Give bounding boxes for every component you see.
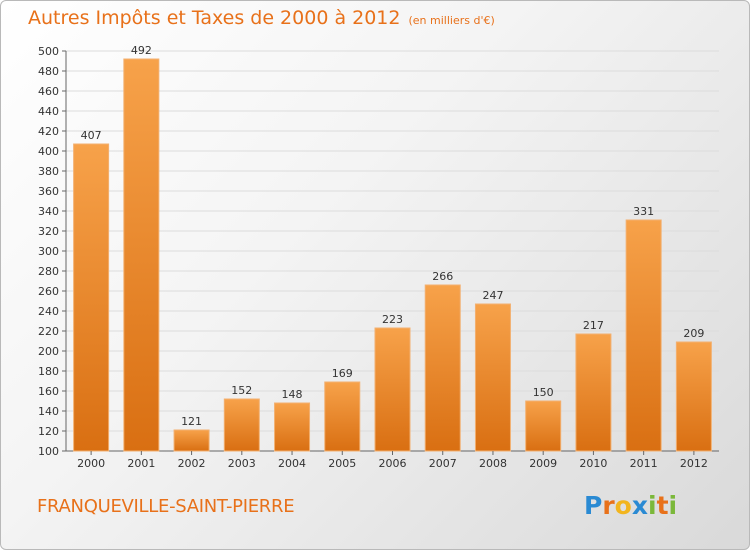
y-tick-label: 420 [38, 125, 59, 138]
proxiti-logo: Proxiti [584, 491, 677, 520]
data-label-2012: 209 [683, 327, 704, 340]
x-tick-label-2007: 2007 [429, 457, 457, 470]
x-tick-label-2004: 2004 [278, 457, 306, 470]
logo-letter: P [584, 491, 603, 520]
y-tick-label: 260 [38, 285, 59, 298]
x-tick-label-2011: 2011 [630, 457, 658, 470]
logo-letter: i [648, 491, 657, 520]
y-tick-label: 440 [38, 105, 59, 118]
logo-letter: r [602, 491, 615, 520]
chart-title-text: Autres Impôts et Taxes de 2000 à 2012 [28, 7, 401, 29]
data-label-2007: 266 [432, 270, 453, 283]
data-label-2001: 492 [131, 44, 152, 57]
bar-2010 [575, 333, 612, 452]
y-tick-label: 460 [38, 85, 59, 98]
y-tick-label: 400 [38, 145, 59, 158]
y-tick-label: 240 [38, 305, 59, 318]
data-label-2004: 148 [282, 388, 303, 401]
bars: 407 492 121 152 148 169 223 266 247 150 217 331 209 [73, 44, 712, 452]
y-tick-label: 320 [38, 225, 59, 238]
y-tick-label: 100 [38, 445, 59, 458]
data-label-2011: 331 [633, 205, 654, 218]
bar-2008 [474, 303, 511, 452]
bar-2003 [223, 398, 260, 452]
y-tick-label: 180 [38, 365, 59, 378]
chart-title: Autres Impôts et Taxes de 2000 à 2012 (en… [28, 7, 495, 29]
y-tick-label: 300 [38, 245, 59, 258]
y-tick-label: 380 [38, 165, 59, 178]
y-tick-label: 360 [38, 185, 59, 198]
x-tick-label-2002: 2002 [178, 457, 206, 470]
bar-2012 [675, 341, 712, 452]
x-tick-label-2000: 2000 [77, 457, 105, 470]
y-tick-label: 500 [38, 45, 59, 58]
bar-2000 [73, 143, 110, 452]
data-label-2008: 247 [482, 289, 503, 302]
data-label-2009: 150 [533, 386, 554, 399]
logo-letter: x [631, 491, 648, 520]
data-label-2010: 217 [583, 319, 604, 332]
data-label-2006: 223 [382, 313, 403, 326]
data-label-2005: 169 [332, 367, 353, 380]
y-tick-label: 120 [38, 425, 59, 438]
x-tick-label-2006: 2006 [379, 457, 407, 470]
y-tick-label: 340 [38, 205, 59, 218]
x-tick-label-2009: 2009 [529, 457, 557, 470]
x-tick-label-2012: 2012 [680, 457, 708, 470]
x-tick-label-2008: 2008 [479, 457, 507, 470]
y-tick-label: 280 [38, 265, 59, 278]
y-tick-label: 160 [38, 385, 59, 398]
chart-subtitle: (en milliers d'€) [408, 14, 495, 27]
x-axis: 2000 2001 2002 2003 2004 2005 2006 2007 2008 2009… [77, 451, 708, 470]
y-tick-label: 140 [38, 405, 59, 418]
place-name: FRANQUEVILLE-SAINT-PIERRE [37, 496, 295, 517]
y-tick-label: 220 [38, 325, 59, 338]
logo-letter: t [656, 491, 669, 520]
data-label-2000: 407 [81, 129, 102, 142]
x-tick-label-2010: 2010 [579, 457, 607, 470]
bar-2006 [374, 327, 411, 452]
bar-2002 [173, 429, 210, 452]
y-tick-label: 200 [38, 345, 59, 358]
bar-2009 [525, 400, 562, 452]
bar-2005 [324, 381, 361, 452]
bar-2001 [123, 58, 160, 452]
logo-letter: i [668, 491, 678, 520]
bar-2007 [424, 284, 461, 452]
data-label-2002: 121 [181, 415, 202, 428]
bar-2011 [625, 219, 662, 452]
bar-2004 [274, 402, 311, 452]
data-label-2003: 152 [231, 384, 252, 397]
logo-letter: o [614, 491, 632, 520]
x-tick-label-2003: 2003 [228, 457, 256, 470]
x-tick-label-2005: 2005 [328, 457, 356, 470]
x-tick-label-2001: 2001 [127, 457, 155, 470]
y-tick-label: 480 [38, 65, 59, 78]
